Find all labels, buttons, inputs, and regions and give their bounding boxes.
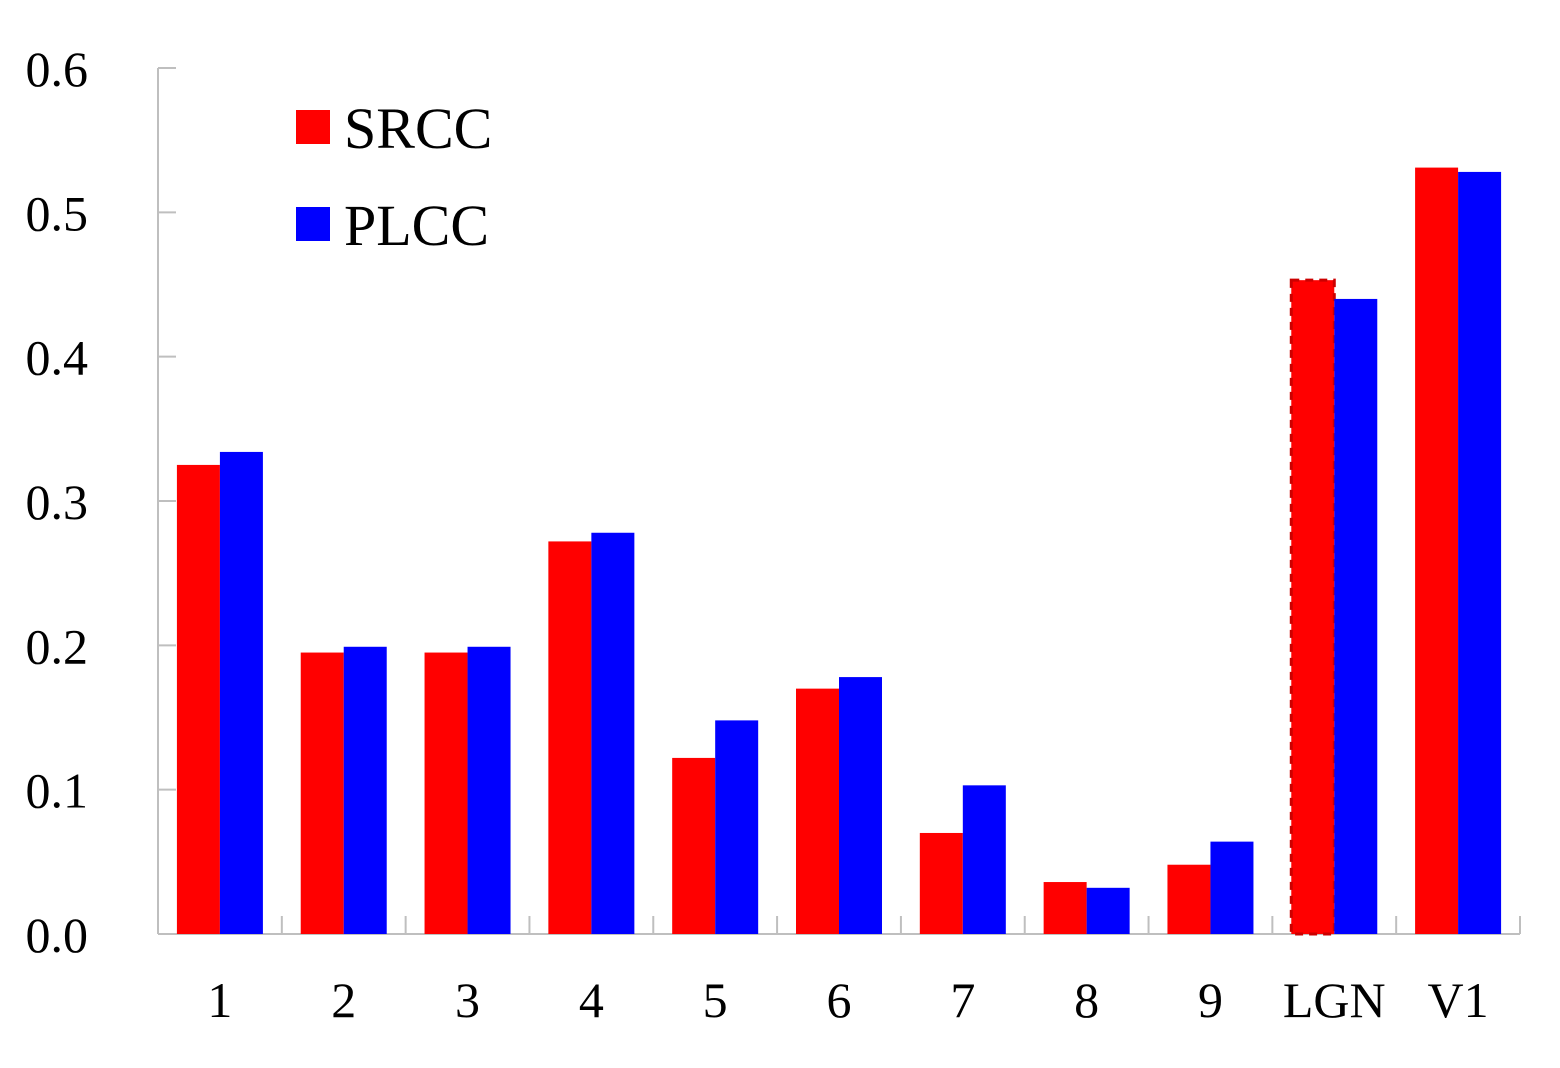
legend-label-srcc: SRCC — [344, 96, 492, 161]
bar-plcc-4 — [591, 532, 635, 934]
bar-srcc-9 — [1167, 864, 1211, 934]
bar-srcc-6 — [796, 688, 839, 934]
bar-plcc-2 — [343, 646, 387, 934]
bar-srcc-1 — [176, 464, 220, 934]
legend: SRCC PLCC — [296, 96, 492, 258]
bar-srcc-4 — [548, 541, 592, 934]
y-tick-label: 0.6 — [26, 41, 89, 97]
x-tick-label: 4 — [579, 972, 604, 1028]
bar-srcc-3 — [424, 652, 468, 934]
y-tick-label: 0.2 — [26, 618, 89, 674]
bar-plcc-8 — [1086, 887, 1130, 934]
legend-label-plcc: PLCC — [344, 193, 489, 258]
x-tick-label: 6 — [827, 972, 852, 1028]
x-tick-label: 3 — [455, 972, 480, 1028]
x-tick-label: V1 — [1428, 972, 1489, 1028]
bar-plcc-1 — [219, 451, 263, 934]
x-tick-label: 1 — [207, 972, 232, 1028]
y-tick-label: 0.0 — [26, 907, 89, 963]
tick-labels: 0.0 0.1 0.2 0.3 0.4 0.5 0.6 1 2 3 4 5 6 7 8 9 LGN V1 — [26, 41, 1489, 1028]
legend-swatch-plcc — [296, 207, 330, 241]
bar-srcc-2 — [300, 652, 344, 934]
bar-plcc-7 — [962, 785, 1006, 934]
x-tick-label: LGN — [1283, 972, 1386, 1028]
x-tick-label: 8 — [1074, 972, 1099, 1028]
y-tick-label: 0.1 — [26, 763, 89, 819]
x-tick-label: 9 — [1198, 972, 1223, 1028]
x-tick-label: 7 — [950, 972, 975, 1028]
y-tick-label: 0.3 — [26, 474, 89, 530]
legend-swatch-srcc — [296, 110, 330, 144]
bar-plcc-6 — [839, 677, 882, 934]
bar-srcc-5 — [672, 757, 716, 934]
bar-plcc-3 — [467, 646, 511, 934]
bar-plcc-v1 — [1458, 171, 1502, 935]
x-tick-label: 5 — [703, 972, 728, 1028]
y-tick-label: 0.4 — [26, 330, 89, 386]
bar-srcc-v1 — [1415, 167, 1459, 935]
bars — [176, 167, 1502, 936]
bar-plcc-9 — [1210, 841, 1254, 934]
bar-srcc-7 — [919, 832, 963, 934]
bar-srcc-8 — [1043, 882, 1087, 934]
bar-srcc-lgn — [1291, 280, 1335, 934]
bar-plcc-lgn — [1334, 298, 1378, 934]
bar-plcc-5 — [715, 720, 759, 934]
y-tick-label: 0.5 — [26, 185, 89, 241]
x-tick-label: 2 — [331, 972, 356, 1028]
